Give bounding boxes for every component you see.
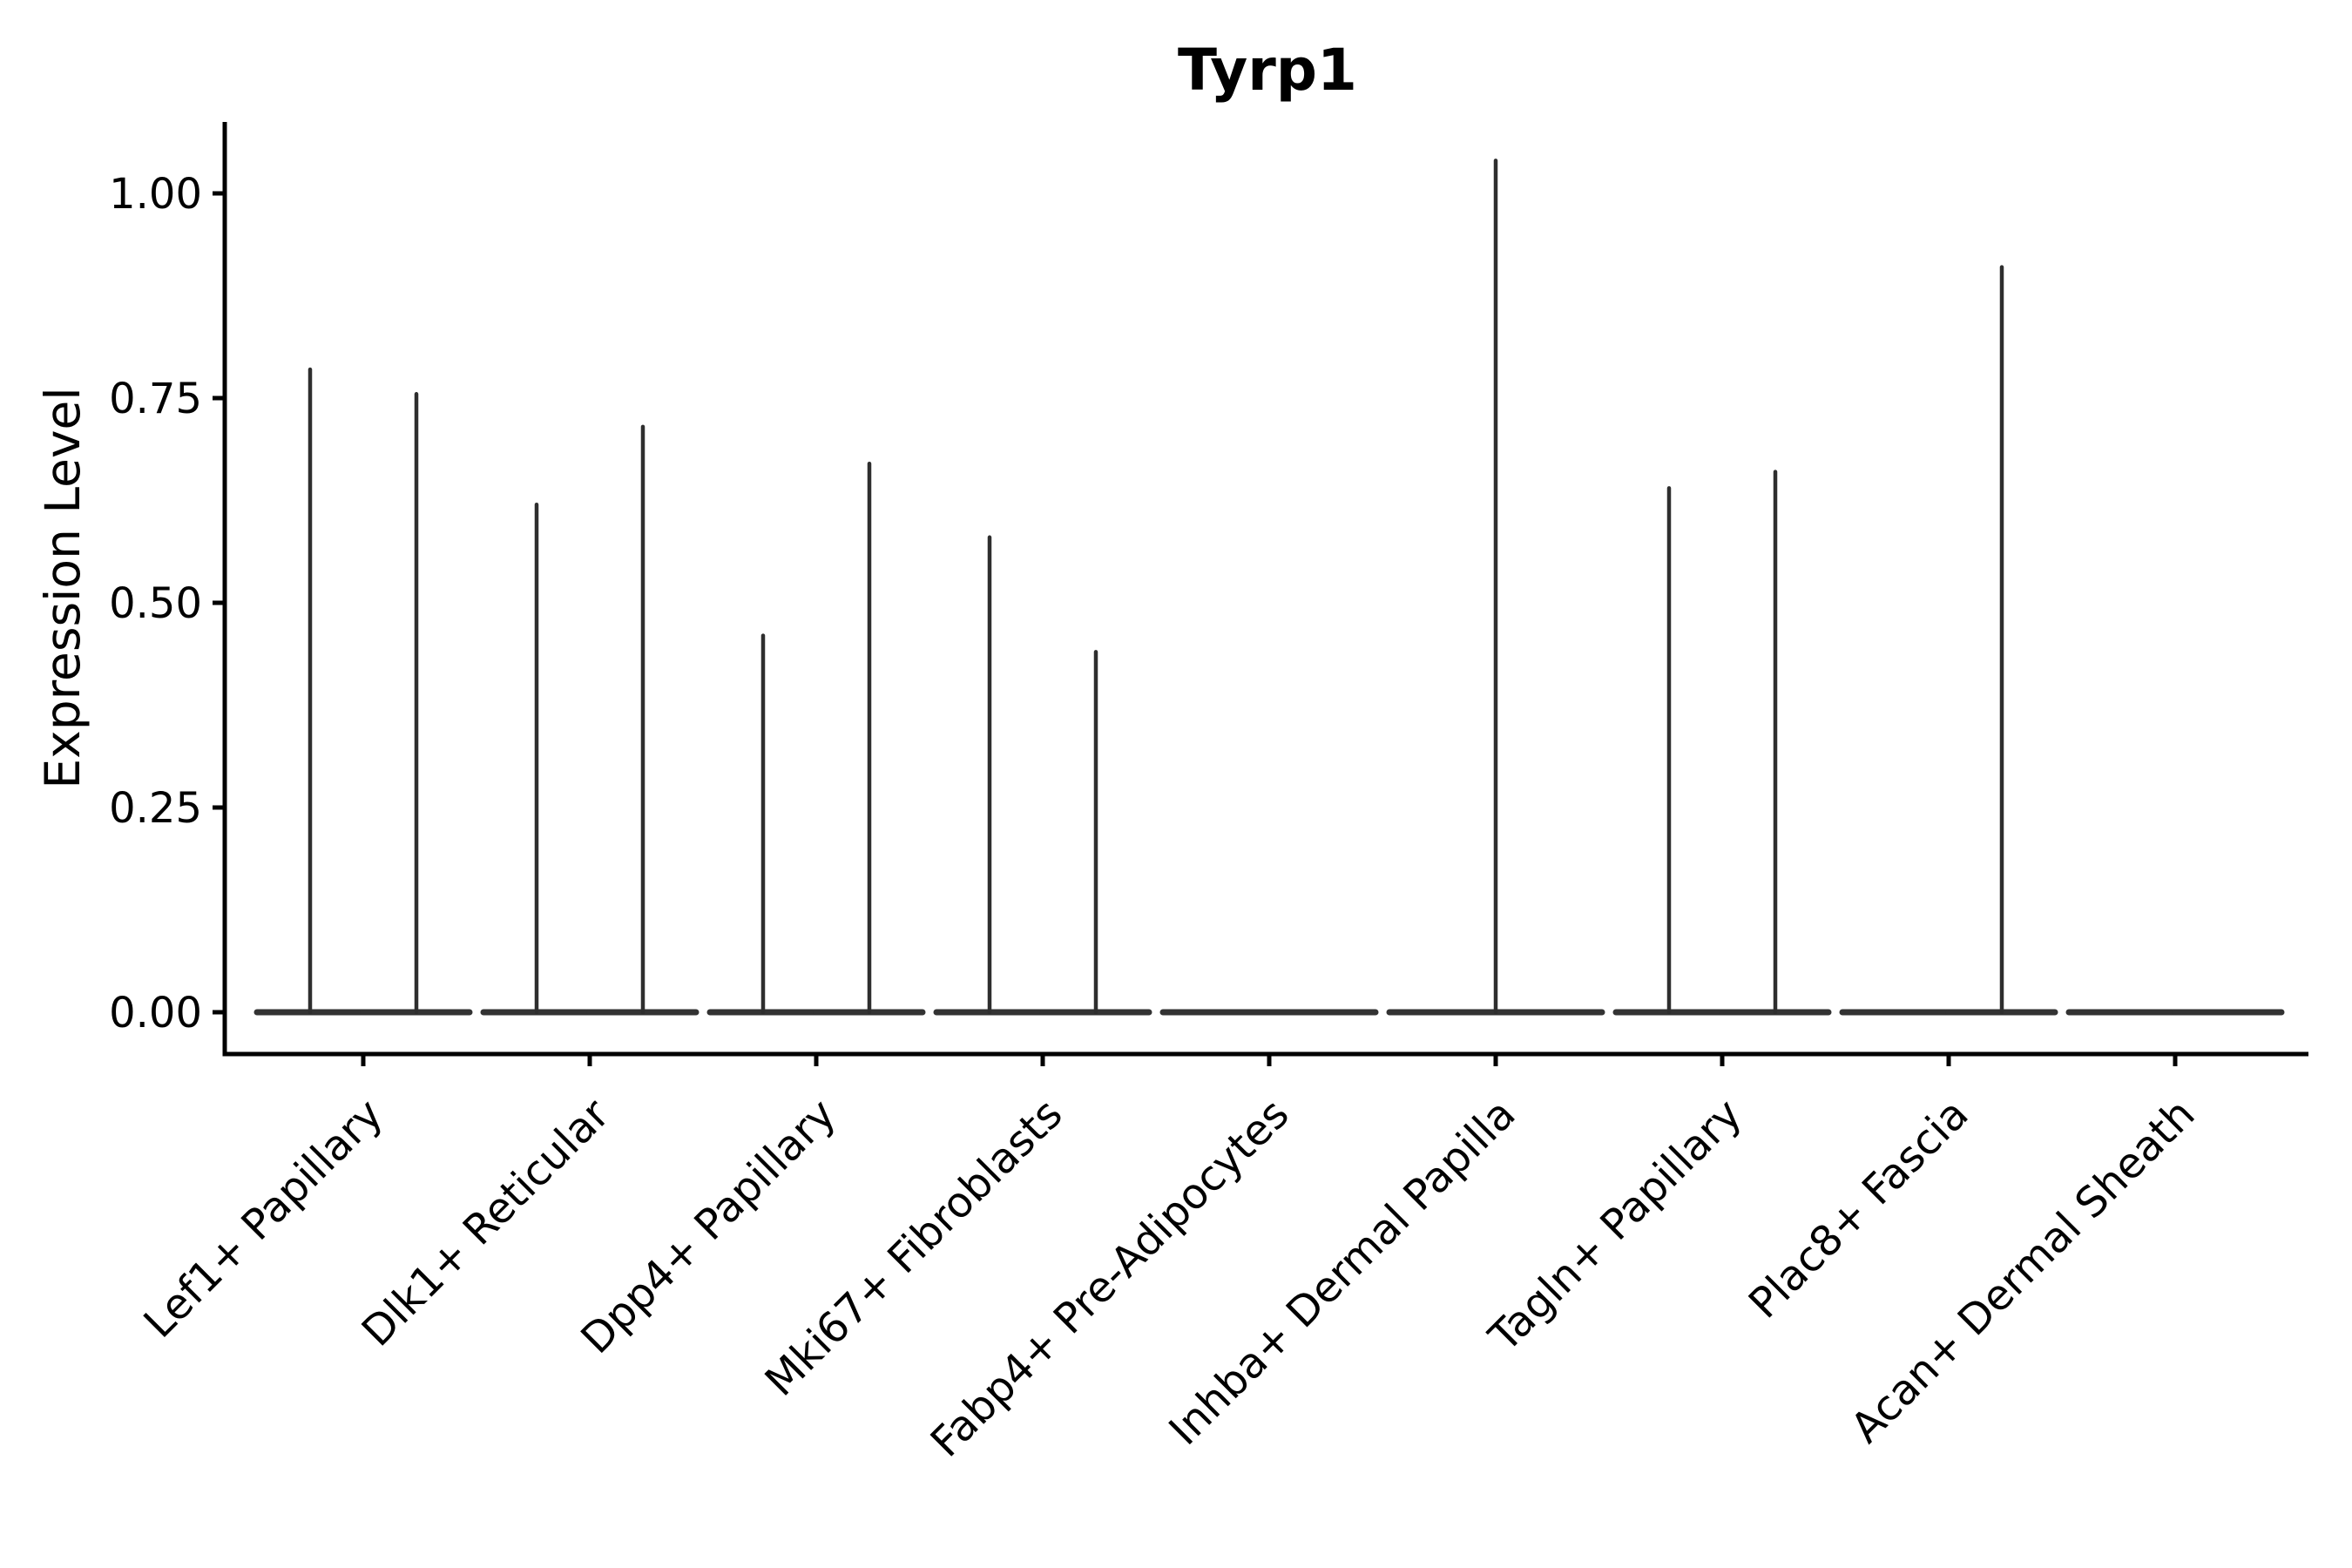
x-category-label: Lef1+ Papillary [135,1090,393,1348]
x-category-label: Dlk1+ Reticular [353,1090,619,1356]
x-category-label: Tagln+ Papillary [1479,1090,1751,1362]
y-tick-label: 0.25 [109,784,202,833]
x-category-label: Fabp4+ Pre-Adipocytes [922,1090,1299,1467]
y-tick-label: 0.00 [109,989,202,1037]
y-tick-label: 0.75 [109,375,202,423]
chart-title: Tyrp1 [1178,37,1357,104]
y-tick-label: 0.50 [109,579,202,628]
y-tick-label: 1.00 [109,170,202,219]
x-category-label: Plac8+ Fascia [1740,1090,1978,1328]
